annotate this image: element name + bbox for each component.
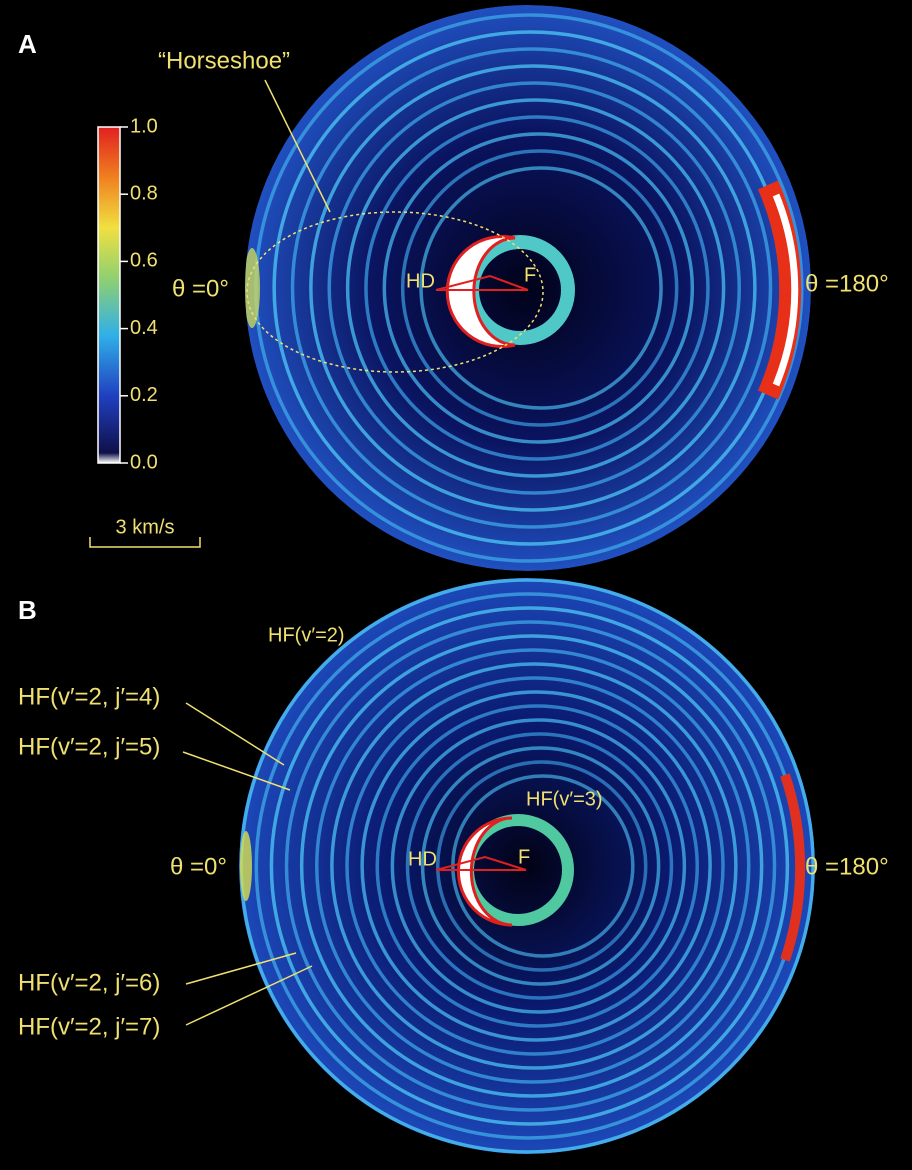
ring: [345, 676, 725, 1056]
ring: [327, 81, 741, 495]
backward-crescent: [780, 773, 806, 962]
colorbar-tick-label: 0.2: [130, 384, 158, 406]
ring: [400, 149, 679, 427]
ring: [299, 634, 764, 1098]
backward-crescent: [757, 180, 802, 400]
colorbar-tick-label: 0.4: [130, 317, 158, 339]
ring: [364, 115, 710, 461]
annotation: HF(v′=2, j′=6): [18, 969, 160, 996]
f-label: F: [518, 846, 530, 868]
ring: [375, 704, 699, 1028]
ring: [419, 166, 663, 410]
colorbar-tick-label: 0.0: [130, 451, 158, 473]
angle-label: θ =180°: [805, 853, 889, 880]
horseshoe-outline: [246, 211, 544, 373]
velocity-map-a: [245, 5, 811, 571]
arrow: [185, 702, 285, 766]
scale-bar: [89, 537, 201, 548]
ring: [390, 718, 687, 1014]
forward-spot: [240, 831, 252, 901]
scale-label: 3 km/s: [116, 516, 175, 538]
panel-label: B: [18, 595, 37, 625]
hd-f-marker: [435, 274, 529, 291]
colorbar-tick-label: 1.0: [130, 115, 158, 137]
ring: [382, 132, 695, 444]
inner-crescent: [445, 235, 516, 348]
colorbar-tick-label: 0.6: [130, 250, 158, 272]
annotation: HF(v′=2): [268, 624, 345, 646]
angle-label: θ =0°: [170, 853, 227, 880]
colorbar: [97, 126, 121, 464]
arrow: [264, 79, 331, 213]
hd-f-marker: [435, 855, 527, 871]
ring: [284, 620, 777, 1112]
ring: [330, 662, 738, 1070]
hd-label: HD: [408, 848, 437, 870]
annotation: HF(v′=2, j′=4): [18, 683, 160, 710]
ring: [309, 64, 757, 512]
annotation: HF(v′=2, j′=5): [18, 733, 160, 760]
annotation: HF(v′=2, j′=7): [18, 1013, 160, 1040]
inner-crescent: [457, 816, 513, 927]
ring: [345, 98, 726, 478]
arrow: [182, 751, 291, 791]
ring: [315, 648, 751, 1084]
annotation: “Horseshoe”: [158, 47, 290, 74]
colorbar-tick-label: 0.8: [130, 182, 158, 204]
ring: [420, 746, 661, 986]
velocity-map-b: [239, 578, 815, 1154]
ring: [405, 732, 674, 1000]
annotation: HF(v′=3): [526, 788, 603, 810]
ring: [435, 760, 648, 972]
forward-spot: [245, 248, 260, 328]
panel-label: A: [18, 29, 37, 59]
arrow: [185, 965, 313, 1026]
f-label: F: [524, 264, 536, 286]
angle-label: θ =180°: [805, 270, 889, 297]
ring: [290, 47, 773, 529]
arrow: [185, 952, 297, 985]
backward-crescent-core: [772, 193, 799, 387]
ring: [360, 690, 712, 1042]
ring: [269, 606, 790, 1126]
angle-label: θ =0°: [172, 275, 229, 302]
hd-label: HD: [406, 270, 435, 292]
